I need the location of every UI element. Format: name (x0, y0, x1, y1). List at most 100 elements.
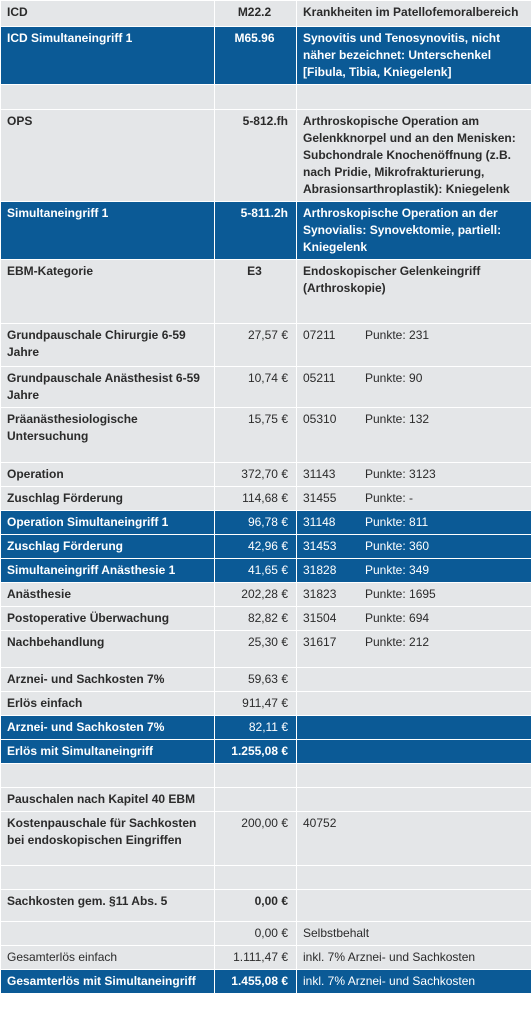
row-detail: Krankheiten im Patellofemoralbereich (296, 0, 531, 27)
row-detail (296, 691, 531, 716)
coding-revenue-table: ICD M22.2 Krankheiten im Patellofemoralber… (0, 0, 531, 994)
row-detail: 31143 Punkte: 3123 (296, 462, 531, 487)
table-row: Operation Simultaneingriff 1 96,78 € 31148… (0, 510, 531, 535)
row-detail (296, 667, 531, 692)
table-row: Zuschlag Förderung 42,96 € 31453 Punkte: 36… (0, 534, 531, 559)
points-value: Punkte: 231 (365, 328, 430, 342)
row-label (0, 84, 215, 110)
row-detail (296, 84, 531, 110)
row-value: 25,30 € (214, 630, 297, 668)
gop-code: 31453 (303, 539, 337, 553)
row-value: 82,11 € (214, 715, 297, 740)
row-label: Simultaneingriff 1 (0, 201, 215, 260)
row-detail (296, 739, 531, 764)
gop-code: 05310 (303, 412, 337, 426)
row-label: Zuschlag Förderung (0, 486, 215, 511)
row-label: Operation (0, 462, 215, 487)
row-label: ICD Simultaneingriff 1 (0, 26, 215, 85)
row-detail: 05211 Punkte: 90 (296, 366, 531, 408)
row-detail: Arthroskopische Operation an der Synovia… (296, 201, 531, 260)
row-detail: 07211 Punkte: 231 (296, 323, 531, 367)
points-value: Punkte: 349 (365, 563, 430, 577)
table-row: Gesamterlös mit Simultaneingriff 1.455,08… (0, 969, 531, 994)
row-label: ICD (0, 0, 215, 27)
row-label: Arznei- und Sachkosten 7% (0, 715, 215, 740)
table-row: EBM-Kategorie E3 Endoskopischer Gelenkeing… (0, 259, 531, 324)
row-value: M22.2 (214, 0, 297, 27)
table-row: Arznei- und Sachkosten 7% 59,63 € (0, 667, 531, 692)
row-label: OPS (0, 109, 215, 202)
row-value (214, 84, 297, 110)
row-detail: 31828 Punkte: 349 (296, 558, 531, 583)
row-label: Gesamterlös einfach (0, 945, 215, 970)
table-row: Simultaneingriff 1 5-811.2h Arthroskopisch… (0, 201, 531, 260)
table-row (0, 865, 531, 890)
gop-code: 31455 (303, 491, 337, 505)
row-label: Präanästhesiologische Untersuchung (0, 407, 215, 463)
row-value: 82,82 € (214, 606, 297, 631)
row-value: 10,74 € (214, 366, 297, 408)
gop-info: 31148 Punkte: 811 (303, 514, 525, 531)
gop-info: 31828 Punkte: 349 (303, 562, 525, 579)
row-detail (296, 889, 531, 922)
points-value: Punkte: 132 (365, 412, 430, 426)
gop-info: 07211 Punkte: 231 (303, 327, 525, 344)
table-row: Arznei- und Sachkosten 7% 82,11 € (0, 715, 531, 740)
row-label (0, 921, 215, 946)
gop-info: 31504 Punkte: 694 (303, 610, 525, 627)
row-value: 372,70 € (214, 462, 297, 487)
row-label: Zuschlag Förderung (0, 534, 215, 559)
row-detail: 31823 Punkte: 1695 (296, 582, 531, 607)
table-row: Erlös einfach 911,47 € (0, 691, 531, 716)
gop-info: 05310 Punkte: 132 (303, 411, 525, 428)
row-value (214, 763, 297, 788)
row-detail (296, 763, 531, 788)
gop-info: 31617 Punkte: 212 (303, 634, 525, 651)
row-label: Grundpauschale Chirurgie 6-59 Jahre (0, 323, 215, 367)
table-row: ICD Simultaneingriff 1 M65.96 Synovitis un… (0, 26, 531, 85)
row-detail: 31504 Punkte: 694 (296, 606, 531, 631)
row-value: M65.96 (214, 26, 297, 85)
points-value: Punkte: 212 (365, 635, 430, 649)
gop-code: 31617 (303, 635, 337, 649)
points-value: Punkte: - (365, 491, 414, 505)
row-label: Pauschalen nach Kapitel 40 EBM (0, 787, 215, 812)
row-detail: Synovitis und Tenosynovitis, nicht näher… (296, 26, 531, 85)
row-detail: 31455 Punkte: - (296, 486, 531, 511)
row-label: Gesamterlös mit Simultaneingriff (0, 969, 215, 994)
row-value: 200,00 € (214, 811, 297, 866)
gop-info: 31453 Punkte: 360 (303, 538, 525, 555)
row-value: 114,68 € (214, 486, 297, 511)
points-value: Punkte: 694 (365, 611, 430, 625)
row-label: Kostenpauschale für Sachkosten bei endos… (0, 811, 215, 866)
row-label (0, 763, 215, 788)
row-value: 911,47 € (214, 691, 297, 716)
table-row: Pauschalen nach Kapitel 40 EBM (0, 787, 531, 812)
row-detail: 05310 Punkte: 132 (296, 407, 531, 463)
row-label: Grundpauschale Anästhesist 6-59 Jahre (0, 366, 215, 408)
row-value: 202,28 € (214, 582, 297, 607)
points-value: Punkte: 360 (365, 539, 430, 553)
row-value: 59,63 € (214, 667, 297, 692)
row-detail: Arthroskopische Operation am Gelenkknorp… (296, 109, 531, 202)
table-row: Postoperative Überwachung 82,82 € 31504 Pun… (0, 606, 531, 631)
row-value: 96,78 € (214, 510, 297, 535)
table-body: ICD M22.2 Krankheiten im Patellofemoralber… (0, 0, 531, 994)
gop-code: 31504 (303, 611, 337, 625)
row-label: Nachbehandlung (0, 630, 215, 668)
row-label: Simultaneingriff Anästhesie 1 (0, 558, 215, 583)
row-value: 42,96 € (214, 534, 297, 559)
row-value: 5-811.2h (214, 201, 297, 260)
table-row: Präanästhesiologische Untersuchung 15,75 … (0, 407, 531, 463)
table-row: Grundpauschale Anästhesist 6-59 Jahre 10,… (0, 366, 531, 408)
row-label: Postoperative Überwachung (0, 606, 215, 631)
row-label (0, 865, 215, 890)
row-detail: 31617 Punkte: 212 (296, 630, 531, 668)
points-value: Punkte: 3123 (365, 467, 436, 481)
gop-code: 31148 (303, 515, 336, 529)
row-detail: Selbstbehalt (296, 921, 531, 946)
row-detail (296, 865, 531, 890)
gop-code: 31828 (303, 563, 337, 577)
row-detail: 31453 Punkte: 360 (296, 534, 531, 559)
row-label: EBM-Kategorie (0, 259, 215, 324)
